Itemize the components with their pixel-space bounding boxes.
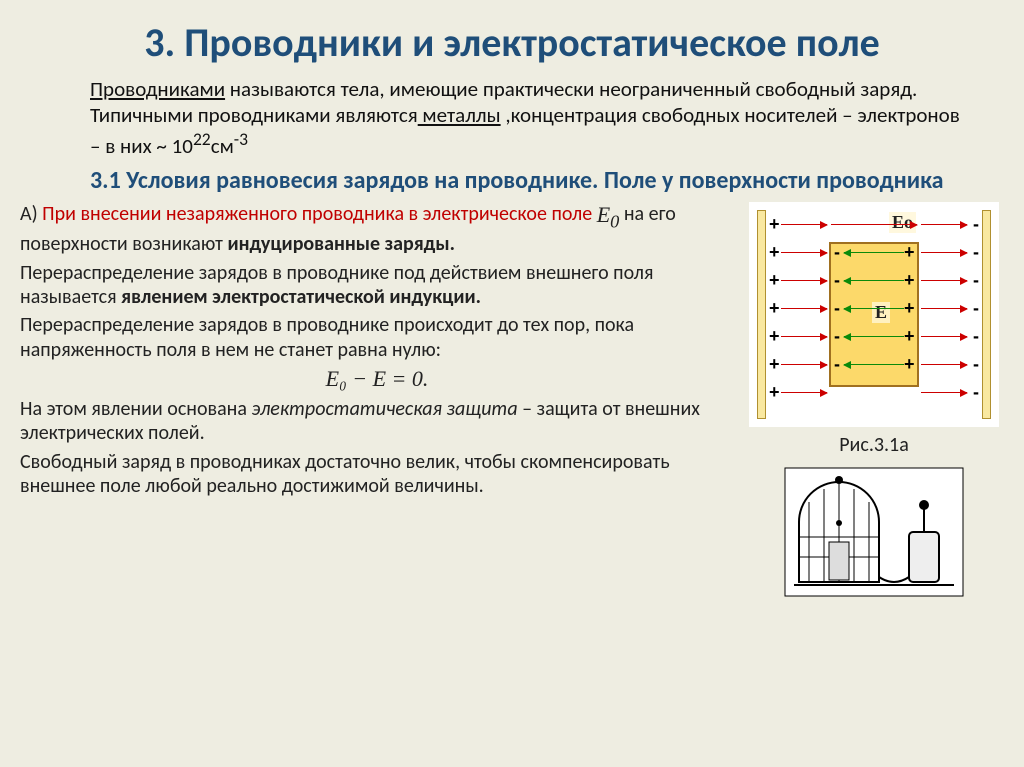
field-arrow-outer — [921, 280, 967, 281]
cond-minus-sign: - — [834, 326, 840, 347]
plate-plus-sign: + — [769, 298, 780, 319]
intro-paragraph: Проводниками называются тела, имеющие пр… — [0, 76, 1024, 165]
cond-plus-sign: + — [904, 270, 915, 291]
cond-minus-sign: - — [834, 242, 840, 263]
induction-diagram: +-+--++--++--++--++--++- Eо E — [749, 202, 999, 427]
plate-plus-sign: + — [769, 242, 780, 263]
plate-plus-sign: + — [769, 270, 780, 291]
symbol-e0: E0 — [597, 202, 620, 233]
field-arrow-outer — [781, 252, 827, 253]
faraday-cage-illustration — [784, 467, 964, 597]
plate-minus-sign: - — [973, 326, 979, 347]
para-a-prefix: А) — [20, 202, 42, 226]
body-text: А) При внесении незаряженного проводника… — [20, 202, 744, 602]
para-c: Перераспределение зарядов в проводнике п… — [20, 313, 734, 362]
field-arrow-outer — [781, 308, 827, 309]
cond-plus-sign: + — [904, 354, 915, 375]
term-conductors: Проводниками — [90, 76, 225, 102]
intro-unit-exp: -3 — [234, 128, 248, 150]
cond-minus-sign: - — [834, 270, 840, 291]
field-arrow-outer — [781, 336, 827, 337]
field-arrow-outer — [921, 392, 967, 393]
plate-minus-sign: - — [973, 270, 979, 291]
field-arrow-e — [844, 252, 904, 253]
cond-minus-sign: - — [834, 298, 840, 319]
para-a: А) При внесении незаряженного проводника… — [20, 202, 734, 257]
para-a-bold: индуцированные заряды. — [227, 232, 454, 256]
label-e: E — [872, 302, 890, 323]
para-a-red: При внесении незаряженного проводника в … — [42, 202, 597, 226]
field-arrow-outer — [781, 280, 827, 281]
plate-minus-sign: - — [973, 382, 979, 403]
para-e: Свободный заряд в проводниках достаточно… — [20, 450, 734, 499]
para-b-bold: явлением электростатической индукции. — [121, 285, 481, 309]
plate-plus-sign: + — [769, 326, 780, 347]
field-arrow-outer — [781, 364, 827, 365]
field-arrow-outer — [781, 392, 827, 393]
plate-minus-sign: - — [973, 242, 979, 263]
field-arrow-outer — [921, 364, 967, 365]
cond-minus-sign: - — [834, 354, 840, 375]
plate-minus-sign: - — [973, 354, 979, 375]
term-metals: металлы — [418, 102, 501, 128]
plate-minus-sign: - — [973, 214, 979, 235]
cond-plus-sign: + — [904, 326, 915, 347]
field-arrow-outer — [921, 308, 967, 309]
plate-minus-sign: - — [973, 298, 979, 319]
figure-caption: Рис.3.1а — [744, 433, 1004, 457]
para-b: Перераспределение зарядов в проводнике п… — [20, 261, 734, 310]
figure-column: +-+--++--++--++--++--++- Eо E Рис.3.1а — [744, 202, 1004, 602]
intro-exp: 22 — [193, 128, 211, 150]
field-arrow-e — [844, 308, 904, 309]
slide-title: 3. Проводники и электростатическое поле — [0, 0, 1024, 76]
cond-plus-sign: + — [904, 242, 915, 263]
equation: E₀ − E = 0. — [20, 366, 734, 393]
para-d-italic: электростатическая защита — [251, 397, 517, 421]
left-plate — [757, 210, 766, 419]
right-plate — [982, 210, 991, 419]
para-d: На этом явлении основана электростатичес… — [20, 397, 734, 446]
cond-plus-sign: + — [904, 298, 915, 319]
field-arrow-outer — [781, 224, 827, 225]
plate-plus-sign: + — [769, 382, 780, 403]
field-arrow-outer — [921, 224, 967, 225]
field-arrow-outer — [921, 252, 967, 253]
intro-unit: см — [211, 133, 234, 159]
field-arrow-e — [844, 280, 904, 281]
field-arrow-e — [844, 336, 904, 337]
plate-plus-sign: + — [769, 214, 780, 235]
field-arrow-e — [844, 364, 904, 365]
section-heading: 3.1 Условия равновесия зарядов на провод… — [0, 165, 1024, 202]
field-arrow-outer — [921, 336, 967, 337]
plate-plus-sign: + — [769, 354, 780, 375]
field-arrow-e0 — [831, 224, 917, 225]
